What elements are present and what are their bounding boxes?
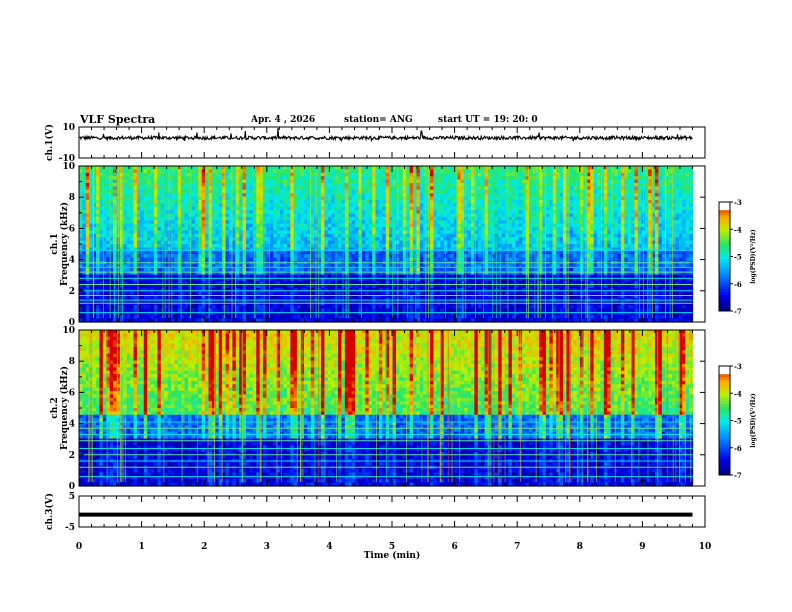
y-tick-label-1: 2 [69,287,75,297]
chart-title: VLF Spectra [80,113,156,126]
x-tick-label: 2 [201,542,207,552]
colorbar-tick-label-2: -4 [734,389,742,398]
date-label: Apr. 4 , 2026 [251,115,316,125]
colorbar-tick-label-1: -6 [734,280,742,289]
y-tick-label-0: 10 [62,123,75,133]
y-axis-label-1: Frequency (kHz) [59,202,70,286]
y-axis-label-2: Frequency (kHz) [59,366,70,450]
spectrogram-image-1 [79,166,694,323]
y-tick-label-3: 5 [69,492,75,502]
x-tick-label: 5 [389,542,395,552]
colorbar-1 [719,202,730,312]
x-tick-label: 8 [577,542,583,552]
x-tick-label: 4 [326,542,332,552]
y-tick-label-1: 4 [69,256,75,266]
x-tick-label: 6 [451,542,457,552]
y-tick-label-1: 8 [69,193,75,203]
colorbar-label-1: log(PSD)(V²/Hz) [750,229,757,284]
y-axis-label-1: ch.1 [50,233,60,254]
station-label: station= ANG [344,115,413,125]
colorbar-label-2: log(PSD)(V²/Hz) [750,393,757,448]
y-tick-label-0: -10 [59,154,75,164]
y-tick-label-2: 10 [62,326,75,336]
y-tick-label-1: 0 [69,318,75,328]
waveform-trace-0 [78,128,693,143]
x-tick-label: 3 [264,542,270,552]
colorbar-tick-label-1: -5 [734,253,742,262]
colorbar-tick-label-2: -6 [734,444,742,453]
y-tick-label-2: 2 [69,451,75,461]
y-tick-label-1: 6 [69,224,75,234]
colorbar-tick-label-1: -4 [734,225,742,234]
y-tick-label-2: 6 [69,388,75,398]
x-axis-label: Time (min) [364,550,421,561]
colorbar-tick-label-1: -7 [734,307,742,316]
x-tick-label: 7 [514,542,520,552]
x-tick-label: 9 [639,542,645,552]
spectrogram-image-2 [79,330,694,487]
y-axis-label-3: ch.3(V) [44,493,55,530]
y-tick-label-1: 10 [62,162,75,172]
colorbar-tick-label-2: -3 [734,362,742,371]
y-axis-label-0: ch.1(V) [44,124,55,161]
start-time-label: start UT = 19: 20: 0 [438,115,538,125]
x-tick-label: 1 [138,542,144,552]
colorbar-tick-label-1: -3 [734,198,742,207]
y-tick-label-2: 0 [69,482,75,492]
colorbar-tick-label-2: -5 [734,417,742,426]
x-tick-label: 0 [76,542,82,552]
x-tick-label: 10 [699,542,712,552]
colorbar-tick-label-2: -7 [734,471,742,480]
y-tick-label-2: 8 [69,357,75,367]
colorbar-2 [719,366,730,476]
y-tick-label-2: 4 [69,420,75,430]
y-axis-label-2: ch.2 [50,397,60,418]
y-tick-label-3: -5 [65,523,75,533]
